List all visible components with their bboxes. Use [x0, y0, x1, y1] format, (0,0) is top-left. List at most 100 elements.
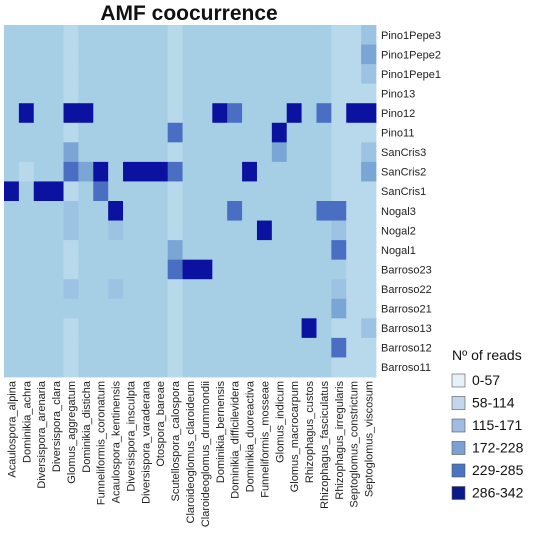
- heatmap-cell-Barroso23-Funneliformis_coronatum: [93, 259, 109, 280]
- heatmap-cell-Barroso23-Dominikia_bernensis: [212, 259, 228, 280]
- heatmap-cell-Nogal2-Otospora_bareae: [152, 220, 169, 241]
- heatmap-cell-Nogal1-Diversispora_arenaria: [33, 240, 50, 261]
- heatmap-cell-Barroso21-Dominikia_bernensis: [212, 298, 228, 319]
- heatmap-cell-Nogal2-Diversispora_varaderana: [137, 220, 154, 241]
- heatmap-cell-Nogal3-Septoglomus_viscosum: [361, 201, 377, 221]
- heatmap-cell-Barroso11-Glomus_macrocarpum: [286, 357, 302, 378]
- heatmap-cell-Nogal2-Rhizophagus_fasciculatus: [316, 220, 332, 241]
- row-label-Pino1Pepe2: Pino1Pepe2: [381, 49, 441, 61]
- heatmap-cell-Barroso13-Acaulospora_kentinensis: [108, 318, 124, 339]
- heatmap-cell-Barroso11-Rhizophagus_irregularis: [331, 357, 347, 378]
- heatmap-cell-SanCris2-Claroideoglomus_drummondii: [197, 161, 213, 182]
- heatmap-cell-Pino12-Glomus_indicum: [271, 103, 288, 124]
- heatmap-cell-Barroso22-Septoglomus_viscosum: [361, 279, 377, 300]
- heatmap-cell-Barroso23-Diversispora_arenaria: [33, 259, 50, 280]
- heatmap-cell-Pino13-Diversispora_arenaria: [33, 83, 50, 104]
- heatmap-cell-SanCris2-Diversispora_arenaria: [33, 161, 50, 182]
- heatmap-cell-Barroso21-Septoglomus_viscosum: [361, 298, 377, 319]
- heatmap-cell-Nogal1-Scutellospora_calospora: [167, 240, 183, 261]
- row-label-Nogal1: Nogal1: [381, 245, 416, 257]
- legend-swatch-5: [451, 463, 466, 478]
- row-label-Pino13: Pino13: [381, 88, 415, 100]
- heatmap-cell-Pino12-Diversispora_varaderana: [137, 103, 154, 124]
- heatmap-cell-Barroso23-Glomus_indicum: [271, 259, 288, 280]
- heatmap-cell-Nogal1-Funneliformis_coronatum: [93, 240, 109, 261]
- heatmap-cell-SanCris1-Dominikia_achra: [18, 181, 35, 202]
- heatmap-cell-Nogal1-Claroideoglomus_drummondii: [197, 240, 213, 261]
- heatmap-cell-Pino1Pepe2-Diversispora_insculpta: [123, 44, 139, 65]
- heatmap-cell-Barroso13-Funneliformis_mosseae: [256, 318, 273, 339]
- heatmap-cell-Barroso11-Scutellospora_calospora: [167, 357, 183, 378]
- heatmap-cell-Barroso22-Dominikia_difficilevidera: [227, 279, 243, 300]
- heatmap-cell-Barroso11-Acaulospora_alpina: [4, 357, 20, 378]
- heatmap-cell-Barroso23-Acaulospora_kentinensis: [108, 259, 124, 280]
- heatmap-cell-Pino11-Rhizophagus_fasciculatus: [316, 122, 332, 143]
- heatmap-cell-Barroso12-Diversispora_arenaria: [33, 337, 50, 358]
- heatmap-cell-Pino1Pepe3-Funneliformis_coronatum: [93, 25, 109, 45]
- heatmap-cell-Nogal3-Dominikia_achra: [18, 201, 35, 221]
- row-label-SanCris3: SanCris3: [381, 147, 426, 159]
- heatmap-cell-Pino1Pepe3-Dominikia_bernensis: [212, 25, 228, 45]
- column-label-Rhizophagus_irregularis: Rhizophagus_irregularis: [334, 381, 346, 500]
- heatmap-cell-Barroso12-Diversispora_clara: [48, 337, 64, 358]
- heatmap-cell-Pino1Pepe1-Dominikia_difficilevidera: [227, 64, 243, 85]
- heatmap-cell-Pino11-Septoglomus_viscosum: [361, 122, 377, 143]
- heatmap-cell-Barroso11-Septoglomus_constrictum: [346, 357, 362, 378]
- row-label-Barroso11: Barroso11: [381, 362, 431, 374]
- heatmap-cell-SanCris3-Rhizophagus_fasciculatus: [316, 142, 332, 163]
- column-label-Rhizophagus_custos: Rhizophagus_custos: [304, 381, 316, 484]
- heatmap-cell-Barroso23-Rhizophagus_custos: [301, 259, 317, 280]
- heatmap-cell-Barroso22-Dominikia_duoreactiva: [242, 279, 258, 300]
- heatmap-cell-Nogal2-Claroideoglomus_claroideum: [182, 220, 198, 241]
- column-label-Diversispora_varaderana: Diversispora_varaderana: [140, 380, 152, 504]
- heatmap-cell-Barroso21-Funneliformis_coronatum: [93, 298, 109, 319]
- heatmap-cell-SanCris1-Dominikia_disticha: [78, 181, 94, 202]
- heatmap-cell-Barroso11-Diversispora_insculpta: [123, 357, 139, 378]
- heatmap-cell-Pino13-Diversispora_varaderana: [137, 83, 154, 104]
- heatmap-cell-Pino1Pepe3-Claroideoglomus_drummondii: [197, 25, 213, 45]
- row-label-Pino11: Pino11: [381, 128, 414, 140]
- heatmap-cell-Nogal3-Glomus_indicum: [271, 201, 288, 221]
- column-label-Claroideoglomus_claroideum: Claroideoglomus_claroideum: [185, 381, 197, 523]
- heatmap-cell-Pino11-Glomus_aggregatum: [63, 122, 79, 143]
- heatmap-cell-Pino1Pepe3-Diversispora_arenaria: [33, 25, 50, 45]
- heatmap-cell-Pino1Pepe1-Funneliformis_mosseae: [256, 64, 273, 85]
- heatmap-cell-Barroso13-Diversispora_insculpta: [123, 318, 139, 339]
- heatmap-cell-Barroso11-Dominikia_duoreactiva: [242, 357, 258, 378]
- heatmap-cell-Pino1Pepe1-Diversispora_insculpta: [123, 64, 139, 85]
- heatmap-cell-SanCris1-Septoglomus_viscosum: [361, 181, 377, 202]
- row-label-Barroso12: Barroso12: [381, 343, 432, 355]
- heatmap-cell-Barroso12-Dominikia_bernensis: [212, 337, 228, 358]
- heatmap-cell-Barroso11-Diversispora_varaderana: [137, 357, 154, 378]
- heatmap-cell-Barroso12-Scutellospora_calospora: [167, 337, 183, 358]
- heatmap-cell-Pino12-Dominikia_difficilevidera: [227, 103, 243, 124]
- heatmap-cell-Barroso11-Funneliformis_coronatum: [93, 357, 109, 378]
- column-label-Scutellospora_calospora: Scutellospora_calospora: [170, 380, 182, 501]
- heatmap-cell-Barroso21-Claroideoglomus_claroideum: [182, 298, 198, 319]
- heatmap-cell-Barroso12-Glomus_aggregatum: [63, 337, 79, 358]
- column-label-Acaulospora_alpina: Acaulospora_alpina: [6, 380, 18, 478]
- heatmap-cell-Nogal3-Glomus_aggregatum: [63, 201, 79, 221]
- heatmap-cell-SanCris2-Diversispora_clara: [48, 161, 64, 182]
- heatmap-cell-Nogal2-Dominikia_achra: [18, 220, 35, 241]
- heatmap-cell-Nogal3-Diversispora_arenaria: [33, 201, 50, 221]
- heatmap-cell-Nogal2-Rhizophagus_custos: [301, 220, 317, 241]
- heatmap-cell-Barroso23-Rhizophagus_irregularis: [331, 259, 347, 280]
- heatmap-cell-Pino1Pepe2-Otospora_bareae: [152, 44, 169, 65]
- legend-swatch-2: [451, 396, 466, 410]
- heatmap-cell-Nogal1-Dominikia_disticha: [78, 240, 94, 261]
- heatmap-cell-Pino12-Dominikia_bernensis: [212, 103, 228, 124]
- heatmap-cell-Barroso13-Claroideoglomus_claroideum: [182, 318, 198, 339]
- heatmap-cell-SanCris2-Otospora_bareae: [152, 161, 169, 182]
- heatmap-cell-Barroso21-Rhizophagus_fasciculatus: [316, 298, 332, 319]
- heatmap-cell-Barroso13-Diversispora_arenaria: [33, 318, 50, 339]
- heatmap-cell-Barroso22-Rhizophagus_fasciculatus: [316, 279, 332, 300]
- heatmap-cell-Nogal2-Acaulospora_kentinensis: [108, 220, 124, 241]
- column-label-Funneliformis_mosseae: Funneliformis_mosseae: [259, 381, 271, 498]
- heatmap-cell-Pino12-Dominikia_duoreactiva: [242, 103, 258, 124]
- heatmap-cell-Nogal2-Dominikia_difficilevidera: [227, 220, 243, 241]
- heatmap-cell-Barroso11-Dominikia_achra: [18, 357, 35, 378]
- column-label-Dominikia_duoreactiva: Dominikia_duoreactiva: [245, 380, 257, 492]
- heatmap-cell-Nogal3-Otospora_bareae: [152, 201, 169, 221]
- heatmap-cell-Pino11-Acaulospora_kentinensis: [108, 122, 124, 143]
